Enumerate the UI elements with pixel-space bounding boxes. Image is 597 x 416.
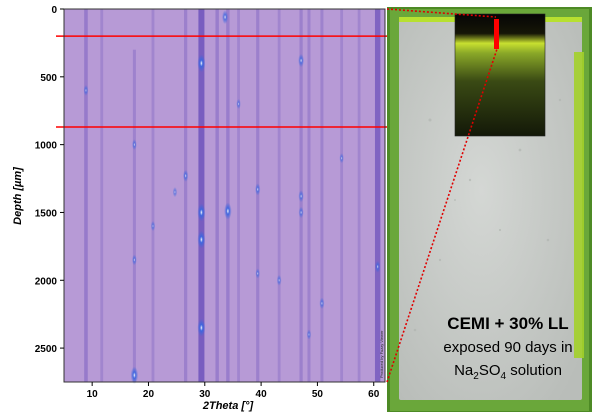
diffraction-line-0	[84, 9, 88, 382]
x-axis-title: 2Theta [°]	[202, 400, 254, 412]
caption-sub-4: 4	[501, 371, 507, 382]
intensity-spot-10	[298, 190, 304, 203]
diffraction-line-7	[226, 9, 230, 382]
plot-frame	[63, 8, 386, 383]
caption-na: Na	[454, 362, 474, 379]
y-tick-label-0: 0	[51, 5, 57, 16]
diffraction-line-6	[215, 9, 219, 382]
diffraction-lines	[84, 9, 381, 382]
x-tick-label-5: 60	[368, 389, 380, 400]
caption-line-2: exposed 90 days in	[443, 339, 572, 356]
intensity-spot-13	[132, 254, 137, 266]
diffraction-line-5	[198, 9, 205, 382]
diffraction-line-12	[307, 9, 311, 382]
plot-area	[64, 9, 385, 382]
depth-profile-chart: 10 20 30 40 50 60 0 500 1000 1500 2000 2500 2Theta…	[12, 5, 387, 412]
caption-line-3: Na2SO4 solution	[454, 362, 562, 382]
y-tick-label-5: 2500	[35, 344, 58, 355]
y-axis-ticks: 0 500 1000 1500 2000 2500	[35, 5, 64, 355]
x-tick-label-0: 10	[87, 389, 99, 400]
intensity-spot-2	[197, 230, 206, 249]
intensity-spot-19	[255, 268, 260, 279]
layer-boundaries	[56, 35, 387, 128]
intensity-spot-5	[130, 366, 139, 384]
intensity-spot-8	[182, 169, 189, 182]
intensity-spot-21	[83, 84, 89, 96]
diffraction-line-8	[237, 9, 240, 382]
diffraction-line-9	[256, 9, 260, 382]
intensity-spot-6	[221, 10, 229, 25]
intensity-spot-3	[197, 318, 206, 337]
y-tick-label-3: 1500	[35, 208, 58, 219]
depth-marker	[494, 19, 499, 49]
credit-text: Produced by Fuzzy Viewer	[379, 330, 384, 378]
caption-so: SO	[479, 362, 501, 379]
diffraction-line-1	[100, 9, 104, 382]
intensity-spots	[83, 10, 381, 384]
diffraction-line-15	[357, 9, 361, 382]
intensity-spot-22	[172, 186, 178, 198]
diffraction-line-4	[184, 9, 188, 382]
connector-bottom	[386, 48, 498, 383]
intensity-spot-17	[236, 98, 241, 110]
diffraction-line-2	[132, 49, 136, 382]
diffraction-line-10	[277, 9, 281, 382]
intensity-spot-12	[132, 139, 137, 151]
intensity-spot-14	[319, 297, 325, 310]
intensity-spot-7	[298, 53, 305, 68]
y-tick-label-4: 2000	[35, 276, 58, 287]
diffraction-line-14	[340, 9, 344, 382]
intensity-spot-15	[276, 274, 282, 286]
intensity-spot-0	[197, 54, 206, 73]
diffraction-line-16	[374, 9, 381, 382]
intensity-spot-16	[375, 260, 381, 273]
x-tick-label-4: 50	[312, 389, 324, 400]
x-axis-ticks: 10 20 30 40 50 60	[87, 382, 380, 400]
texture	[413, 98, 562, 332]
y-tick-label-2: 1000	[35, 141, 58, 152]
y-axis-title: Depth [µm]	[12, 167, 24, 225]
intensity-spot-18	[150, 220, 156, 232]
diffraction-line-3	[151, 9, 155, 382]
sample-right-edge	[574, 52, 584, 358]
caption-solution: solution	[506, 362, 562, 379]
x-tick-label-1: 20	[143, 389, 155, 400]
y-tick-label-1: 500	[40, 73, 57, 84]
depth-inset	[454, 13, 546, 137]
x-tick-label-2: 30	[199, 389, 211, 400]
intensity-spot-23	[306, 329, 312, 340]
intensity-spot-4	[224, 202, 232, 220]
sample-photo: CEMI + 30% LL exposed 90 days in Na2SO4 …	[386, 7, 592, 412]
caption-sub-2: 2	[473, 371, 479, 382]
diffraction-line-13	[320, 9, 324, 382]
intensity-spot-1	[197, 203, 206, 222]
intensity-spot-11	[298, 206, 304, 219]
x-tick-label-3: 40	[256, 389, 268, 400]
caption-title: CEMI + 30% LL	[447, 314, 568, 333]
intensity-spot-20	[339, 153, 344, 164]
intensity-spot-9	[255, 183, 261, 196]
